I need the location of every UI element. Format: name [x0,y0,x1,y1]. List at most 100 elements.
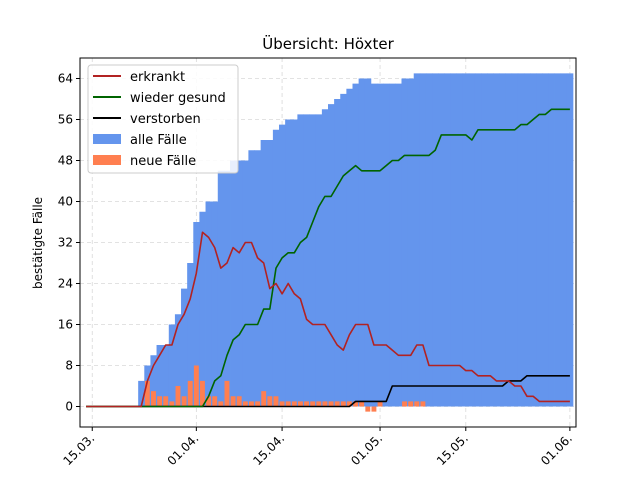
bar-alle-faelle [150,355,157,407]
bar-alle-faelle [542,73,549,407]
y-tick-label: 24 [58,277,73,291]
bar-neue-faelle [353,401,359,407]
bar-alle-faelle [468,73,476,407]
legend-label: neue Fälle [130,154,196,169]
bar-neue-faelle [157,396,163,407]
bar-neue-faelle [365,406,371,412]
bar-alle-faelle [511,73,519,407]
bar-alle-faelle [230,160,237,407]
bar-neue-faelle [310,401,316,407]
bar-alle-faelle [248,150,255,407]
bar-neue-faelle [249,401,254,407]
bar-alle-faelle [432,73,439,407]
legend-label: verstorben [130,112,201,127]
bar-neue-faelle [218,401,224,407]
bar-alle-faelle [156,345,164,407]
line-wieder-gesund [86,108,570,408]
y-tick-label: 48 [58,154,73,168]
y-tick-label: 16 [58,318,73,332]
bar-neue-faelle [328,401,334,407]
bar-neue-faelle [187,380,193,407]
legend: erkrankt wieder gesund verstorben alle Fäll… [87,64,239,174]
bar-alle-faelle [285,119,292,407]
bar-alle-faelle [352,83,360,407]
bar-alle-faelle [205,201,213,407]
bar-neue-faelle [279,401,285,407]
bar-alle-faelle [364,78,372,407]
bar-alle-faelle [438,73,445,407]
y-tick-label: 56 [58,113,73,127]
bar-alle-faelle [389,83,396,407]
bar-neue-faelle [420,401,426,407]
bar-alle-faelle [168,324,176,407]
bar-neue-faelle [267,396,273,407]
bar-neue-faelle [297,401,303,407]
bar-alle-faelle [481,73,488,407]
bar-neue-faelle [291,401,297,407]
bar-neue-faelle [414,401,420,407]
legend-swatch [93,155,121,165]
bar-alle-faelle [211,201,219,407]
bar-alle-faelle [376,83,384,407]
bar-alle-faelle [548,73,555,407]
bar-alle-faelle [340,93,347,407]
bar-alle-faelle [419,73,427,407]
bar-alle-faelle [138,380,145,407]
bar-alle-faelle [401,78,409,407]
bar-neue-faelle [359,401,365,407]
bar-alle-faelle [162,345,170,407]
bar-alle-faelle [413,73,421,407]
bar-neue-faelle [285,401,291,407]
bar-alle-faelle [321,109,329,407]
bar-neue-faelle [346,401,352,407]
bars-neue-faelle [144,365,426,412]
bar-neue-faelle [304,401,310,407]
bar-neue-faelle [322,401,328,407]
y-tick-label: 8 [65,359,73,373]
line-verstorben [86,374,570,408]
bar-alle-faelle [566,73,574,407]
bar-alle-faelle [309,114,317,407]
bar-alle-faelle [236,160,243,407]
bar-alle-faelle [346,88,353,407]
bar-neue-faelle [212,396,218,407]
legend-box [87,64,239,174]
chart-title: Übersicht: Höxter [262,34,394,53]
bar-neue-faelle [175,386,181,407]
bar-alle-faelle [505,73,513,407]
bar-alle-faelle [530,73,537,407]
bar-neue-faelle [316,401,322,407]
bar-alle-faelle [328,104,335,407]
bar-alle-faelle [523,73,531,407]
bar-alle-faelle [554,73,562,407]
bar-alle-faelle [187,263,194,407]
bars-alle-faelle [138,73,574,407]
bar-alle-faelle [297,114,304,407]
bar-alle-faelle [536,73,543,407]
bar-alle-faelle [174,314,182,407]
bar-neue-faelle [334,401,340,407]
series-lines [86,108,570,408]
legend-label: erkrankt [130,70,185,85]
bar-neue-faelle [273,396,279,407]
bar-neue-faelle [224,380,230,407]
bar-alle-faelle [334,99,341,407]
bar-neue-faelle [169,401,175,407]
y-tick-label: 40 [58,195,73,209]
bar-alle-faelle [444,73,451,407]
y-tick-label: 32 [58,236,73,250]
bar-alle-faelle [499,73,506,407]
bar-alle-faelle [279,124,286,407]
bar-alle-faelle [407,78,415,407]
bar-alle-faelle [315,114,323,407]
bar-alle-faelle [266,140,274,407]
bar-alle-faelle [425,73,433,407]
bar-alle-faelle [474,73,482,407]
bar-neue-faelle [206,396,212,407]
bar-alle-faelle [487,73,494,407]
bar-alle-faelle [260,140,268,407]
bar-neue-faelle [242,401,248,407]
bar-neue-faelle [193,365,199,407]
bar-alle-faelle [456,73,464,407]
